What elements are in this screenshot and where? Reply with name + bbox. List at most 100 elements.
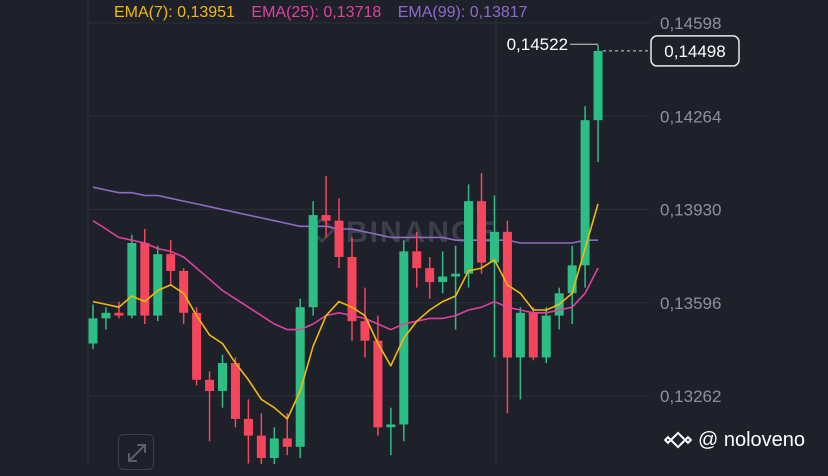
- candle: [153, 245, 163, 322]
- candle-body: [477, 201, 486, 263]
- candle-body: [541, 315, 551, 358]
- candle-body: [425, 268, 435, 283]
- candle-body: [360, 321, 370, 341]
- binance-diamond-icon: [664, 431, 692, 449]
- candle-body: [192, 312, 202, 380]
- candle: [192, 307, 202, 386]
- candle-body: [230, 363, 240, 419]
- candle: [127, 234, 137, 319]
- candles-layer: [88, 44, 603, 464]
- candle: [399, 240, 409, 442]
- candle-body: [218, 363, 227, 391]
- candle: [528, 307, 538, 361]
- price-tick-label: 0,14598: [660, 14, 721, 33]
- candle: [256, 413, 266, 464]
- candle: [295, 298, 305, 458]
- ema7-line: [92, 203, 599, 420]
- candle-body: [101, 312, 111, 319]
- candle-body: [127, 243, 137, 316]
- candle: [412, 231, 422, 288]
- user-watermark: @ noloveno: [664, 426, 805, 454]
- ema99-line-layer: [92, 186, 598, 244]
- candle: [321, 175, 331, 238]
- candle: [205, 371, 215, 442]
- ema-lines-layer: [92, 203, 599, 420]
- candle-body: [451, 273, 461, 277]
- candle: [360, 287, 370, 358]
- candle-body: [334, 220, 344, 257]
- price-tick-label: 0,14264: [660, 107, 721, 126]
- candle-body: [88, 318, 98, 344]
- candle: [243, 399, 253, 464]
- ema99-legend: EMA(99): 0,13817: [397, 4, 528, 21]
- candle-body: [140, 243, 150, 316]
- candle-body: [243, 418, 253, 436]
- candle: [489, 195, 499, 358]
- candle: [218, 354, 227, 408]
- price-axis: 0,14598 0,14264 0,13930 0,13596 0,13262: [660, 14, 721, 406]
- high-marker-label: 0,14522: [507, 35, 568, 54]
- ema25-line: [92, 220, 599, 331]
- candle-body: [580, 120, 590, 266]
- candle: [282, 413, 292, 456]
- candle: [347, 237, 357, 341]
- candle-body: [321, 215, 331, 221]
- candle-body: [308, 215, 318, 308]
- candle-body: [166, 254, 176, 271]
- candle-body: [256, 435, 266, 458]
- candle: [567, 245, 577, 324]
- candle-body: [515, 312, 525, 358]
- ema25-legend: EMA(25): 0,13718: [251, 4, 382, 21]
- candle: [438, 251, 448, 294]
- candle-body: [179, 270, 189, 313]
- candle: [179, 268, 189, 324]
- price-tick-label: 0,13262: [660, 387, 721, 406]
- expand-icon: [128, 444, 146, 462]
- candle-body: [205, 379, 215, 391]
- candle: [269, 427, 279, 464]
- candle-body: [347, 256, 357, 322]
- candle-body: [528, 312, 538, 358]
- candle-body: [114, 312, 124, 316]
- candle: [373, 315, 383, 436]
- candle-body: [464, 201, 474, 274]
- ema-legend: EMA(7): 0,13951 EMA(25): 0,13718 EMA(99)…: [114, 4, 540, 22]
- candle: [166, 240, 176, 285]
- candle-body: [153, 254, 163, 316]
- watermark-handle: @ noloveno: [698, 428, 806, 451]
- candle: [580, 106, 590, 288]
- candle: [140, 229, 150, 324]
- candle: [114, 301, 124, 319]
- last-price-label: 0,14498: [664, 42, 725, 61]
- candle: [425, 256, 435, 299]
- candle: [593, 44, 603, 163]
- candle: [88, 304, 98, 350]
- candle-body: [489, 231, 499, 263]
- candle-body: [502, 231, 512, 358]
- ema7-legend: EMA(7): 0,13951: [114, 4, 235, 21]
- price-markers: 0,14522 0,14498: [507, 35, 740, 67]
- candle-body: [438, 276, 448, 283]
- candle: [230, 357, 240, 428]
- candle-body: [386, 424, 396, 428]
- candle: [334, 198, 344, 269]
- candle-body: [412, 251, 422, 269]
- ema99-line: [92, 186, 598, 244]
- candle-body: [593, 50, 603, 121]
- candle: [541, 307, 551, 364]
- price-tick-label: 0,13930: [660, 201, 721, 220]
- candle-body: [373, 340, 383, 428]
- candle-body: [282, 438, 292, 447]
- candle: [502, 220, 512, 414]
- candle: [101, 307, 111, 330]
- candle-body: [295, 307, 305, 447]
- candlestick-chart[interactable]: BINANCE 0,145980,142640,139300,135960,13…: [0, 0, 828, 464]
- candle-body: [567, 265, 577, 294]
- candle: [308, 201, 318, 316]
- last-price-box: [650, 35, 740, 67]
- candle: [515, 307, 525, 400]
- price-tick-label: 0,13596: [660, 294, 721, 313]
- candle: [477, 173, 486, 274]
- candle-body: [269, 438, 279, 458]
- expand-button[interactable]: [118, 434, 154, 470]
